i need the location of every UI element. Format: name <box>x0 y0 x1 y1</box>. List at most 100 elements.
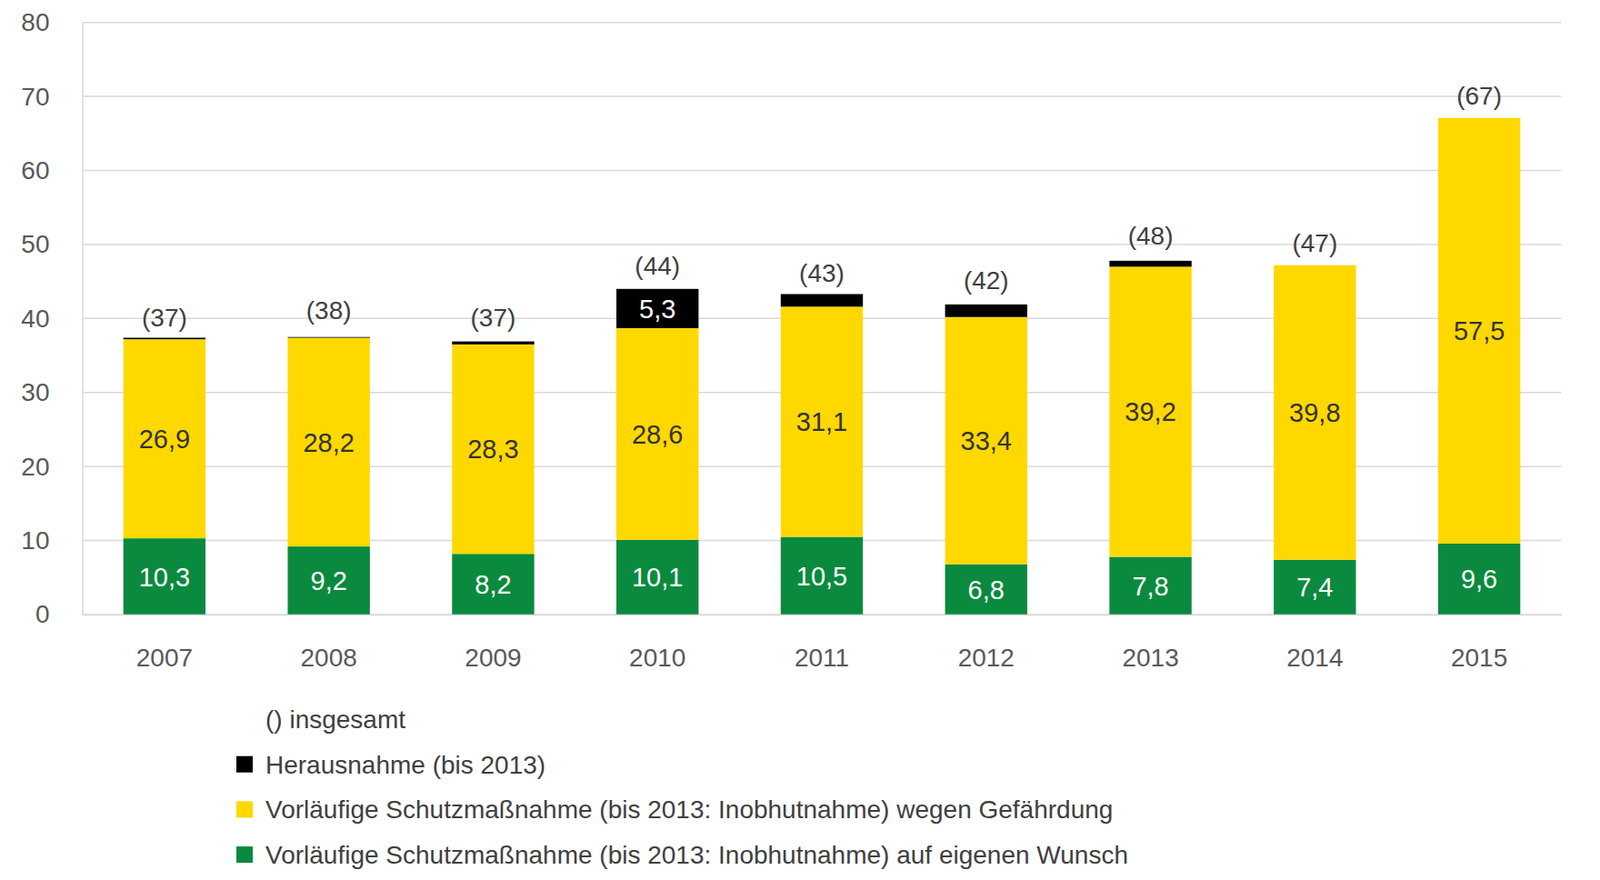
x-tick-label: 2009 <box>464 643 521 672</box>
x-tick: 2010 <box>629 614 686 672</box>
y-tick: 30 <box>20 378 82 407</box>
x-tick-label: 2012 <box>958 643 1015 672</box>
bar-segment <box>945 564 1028 615</box>
bar-segment <box>780 537 863 615</box>
bar-segment <box>1438 118 1520 544</box>
bar-segment <box>287 338 370 548</box>
bar-segment <box>1438 543 1520 615</box>
legend-label: Vorläufige Schutzmaßnahme (bis 2013: Ino… <box>265 795 1113 824</box>
data-label: 39,8 <box>1289 398 1340 428</box>
data-label: 5,3 <box>639 294 676 324</box>
total-label: (47) <box>1291 229 1338 258</box>
bar-segment <box>1273 560 1356 615</box>
legend-swatch <box>236 846 253 863</box>
bar-segment <box>1109 556 1191 615</box>
data-label: 33,4 <box>960 426 1012 456</box>
total-label: (44) <box>634 251 680 280</box>
y-axis-line <box>81 22 84 615</box>
y-tick: 20 <box>20 452 82 481</box>
x-tick: 2009 <box>464 614 521 672</box>
x-tick: 2008 <box>300 614 358 672</box>
data-label: 6,8 <box>968 575 1005 605</box>
x-tick-label: 2013 <box>1121 643 1179 672</box>
y-tick-label: 30 <box>20 378 50 407</box>
y-tick-label: 40 <box>20 304 50 333</box>
legend-swatch <box>236 756 253 773</box>
bar-segment <box>945 317 1028 565</box>
y-tick-label: 50 <box>20 230 50 259</box>
legend-label: Vorläufige Schutzmaßnahme (bis 2013: Ino… <box>265 840 1129 870</box>
legend-note: () insgesamt <box>265 705 406 734</box>
bar-segment <box>451 553 534 615</box>
bar-segment <box>945 304 1028 318</box>
bar-segment <box>1109 266 1191 557</box>
x-tick: 2011 <box>794 614 850 672</box>
x-axis: 2007 2008 2009 2010 2011 2012 2013 2014 2015 <box>82 614 1562 672</box>
x-tick: 2007 <box>136 614 193 672</box>
data-label: 39,2 <box>1124 397 1176 427</box>
data-label: 7,4 <box>1296 572 1333 602</box>
bar-segment <box>616 289 699 329</box>
y-tick: 0 <box>35 600 83 629</box>
total-label: (37) <box>470 303 517 332</box>
total-label: (37) <box>141 303 188 332</box>
data-labels: 10,39,28,210,110,56,87,87,49,626,928,228… <box>139 81 1506 605</box>
y-axis: 0 10 20 30 40 50 60 70 80 <box>20 8 83 629</box>
x-tick: 2012 <box>958 614 1015 672</box>
grid-line <box>82 21 1562 24</box>
total-label: (42) <box>963 266 1010 295</box>
bar-segment <box>287 546 370 615</box>
data-label: 9,2 <box>310 566 348 596</box>
x-axis-line <box>82 614 1562 617</box>
data-label: 57,5 <box>1453 316 1505 346</box>
data-label: 10,1 <box>631 562 683 592</box>
data-label: 28,2 <box>302 428 354 458</box>
y-tick-label: 60 <box>20 156 50 185</box>
y-tick: 40 <box>20 304 82 333</box>
bar-segment <box>123 338 206 340</box>
x-tick-label: 2008 <box>300 643 358 672</box>
y-tick: 80 <box>20 8 82 37</box>
legend: () insgesamtHerausnahme (bis 2013)Vorläu… <box>236 705 1129 870</box>
y-tick-label: 0 <box>35 600 50 629</box>
total-label: (38) <box>306 296 352 325</box>
total-label: (48) <box>1128 221 1174 250</box>
chart: 0102030405060708010,39,28,210,110,56,87,… <box>0 0 1600 880</box>
x-tick: 2013 <box>1121 614 1179 672</box>
y-tick: 70 <box>20 82 82 111</box>
bar-segment <box>780 306 863 537</box>
grid-line <box>82 170 1562 172</box>
bars <box>123 118 1521 615</box>
x-tick-label: 2014 <box>1286 643 1343 672</box>
grid-line <box>82 243 1562 246</box>
bar-segment <box>451 344 534 554</box>
total-label: (67) <box>1456 81 1502 110</box>
x-tick: 2014 <box>1286 614 1343 672</box>
y-tick-label: 70 <box>20 82 50 111</box>
legend-swatch <box>236 800 253 818</box>
data-label: 28,3 <box>467 434 519 464</box>
data-label: 10,3 <box>139 562 190 592</box>
data-label: 26,9 <box>139 424 190 454</box>
bar-segment <box>1109 260 1191 268</box>
y-tick: 10 <box>20 526 82 555</box>
total-label: (43) <box>799 259 845 288</box>
data-label: 28,6 <box>631 420 683 450</box>
x-tick-label: 2011 <box>794 643 850 672</box>
bar-segment <box>123 339 206 539</box>
data-label: 31,1 <box>796 407 848 437</box>
x-tick-label: 2015 <box>1450 643 1508 672</box>
grid-line <box>82 95 1562 98</box>
y-tick: 50 <box>20 230 82 259</box>
bar-segment <box>123 538 206 615</box>
grid <box>82 22 1562 615</box>
bar-segment <box>287 336 370 339</box>
bar-segment <box>780 293 863 307</box>
x-tick: 2015 <box>1450 614 1508 672</box>
bar-segment <box>616 540 699 615</box>
y-tick: 60 <box>20 156 82 185</box>
bar-segment <box>1273 265 1356 560</box>
data-label: 9,6 <box>1460 564 1498 594</box>
x-tick-label: 2007 <box>136 643 193 672</box>
data-label: 8,2 <box>474 570 511 600</box>
